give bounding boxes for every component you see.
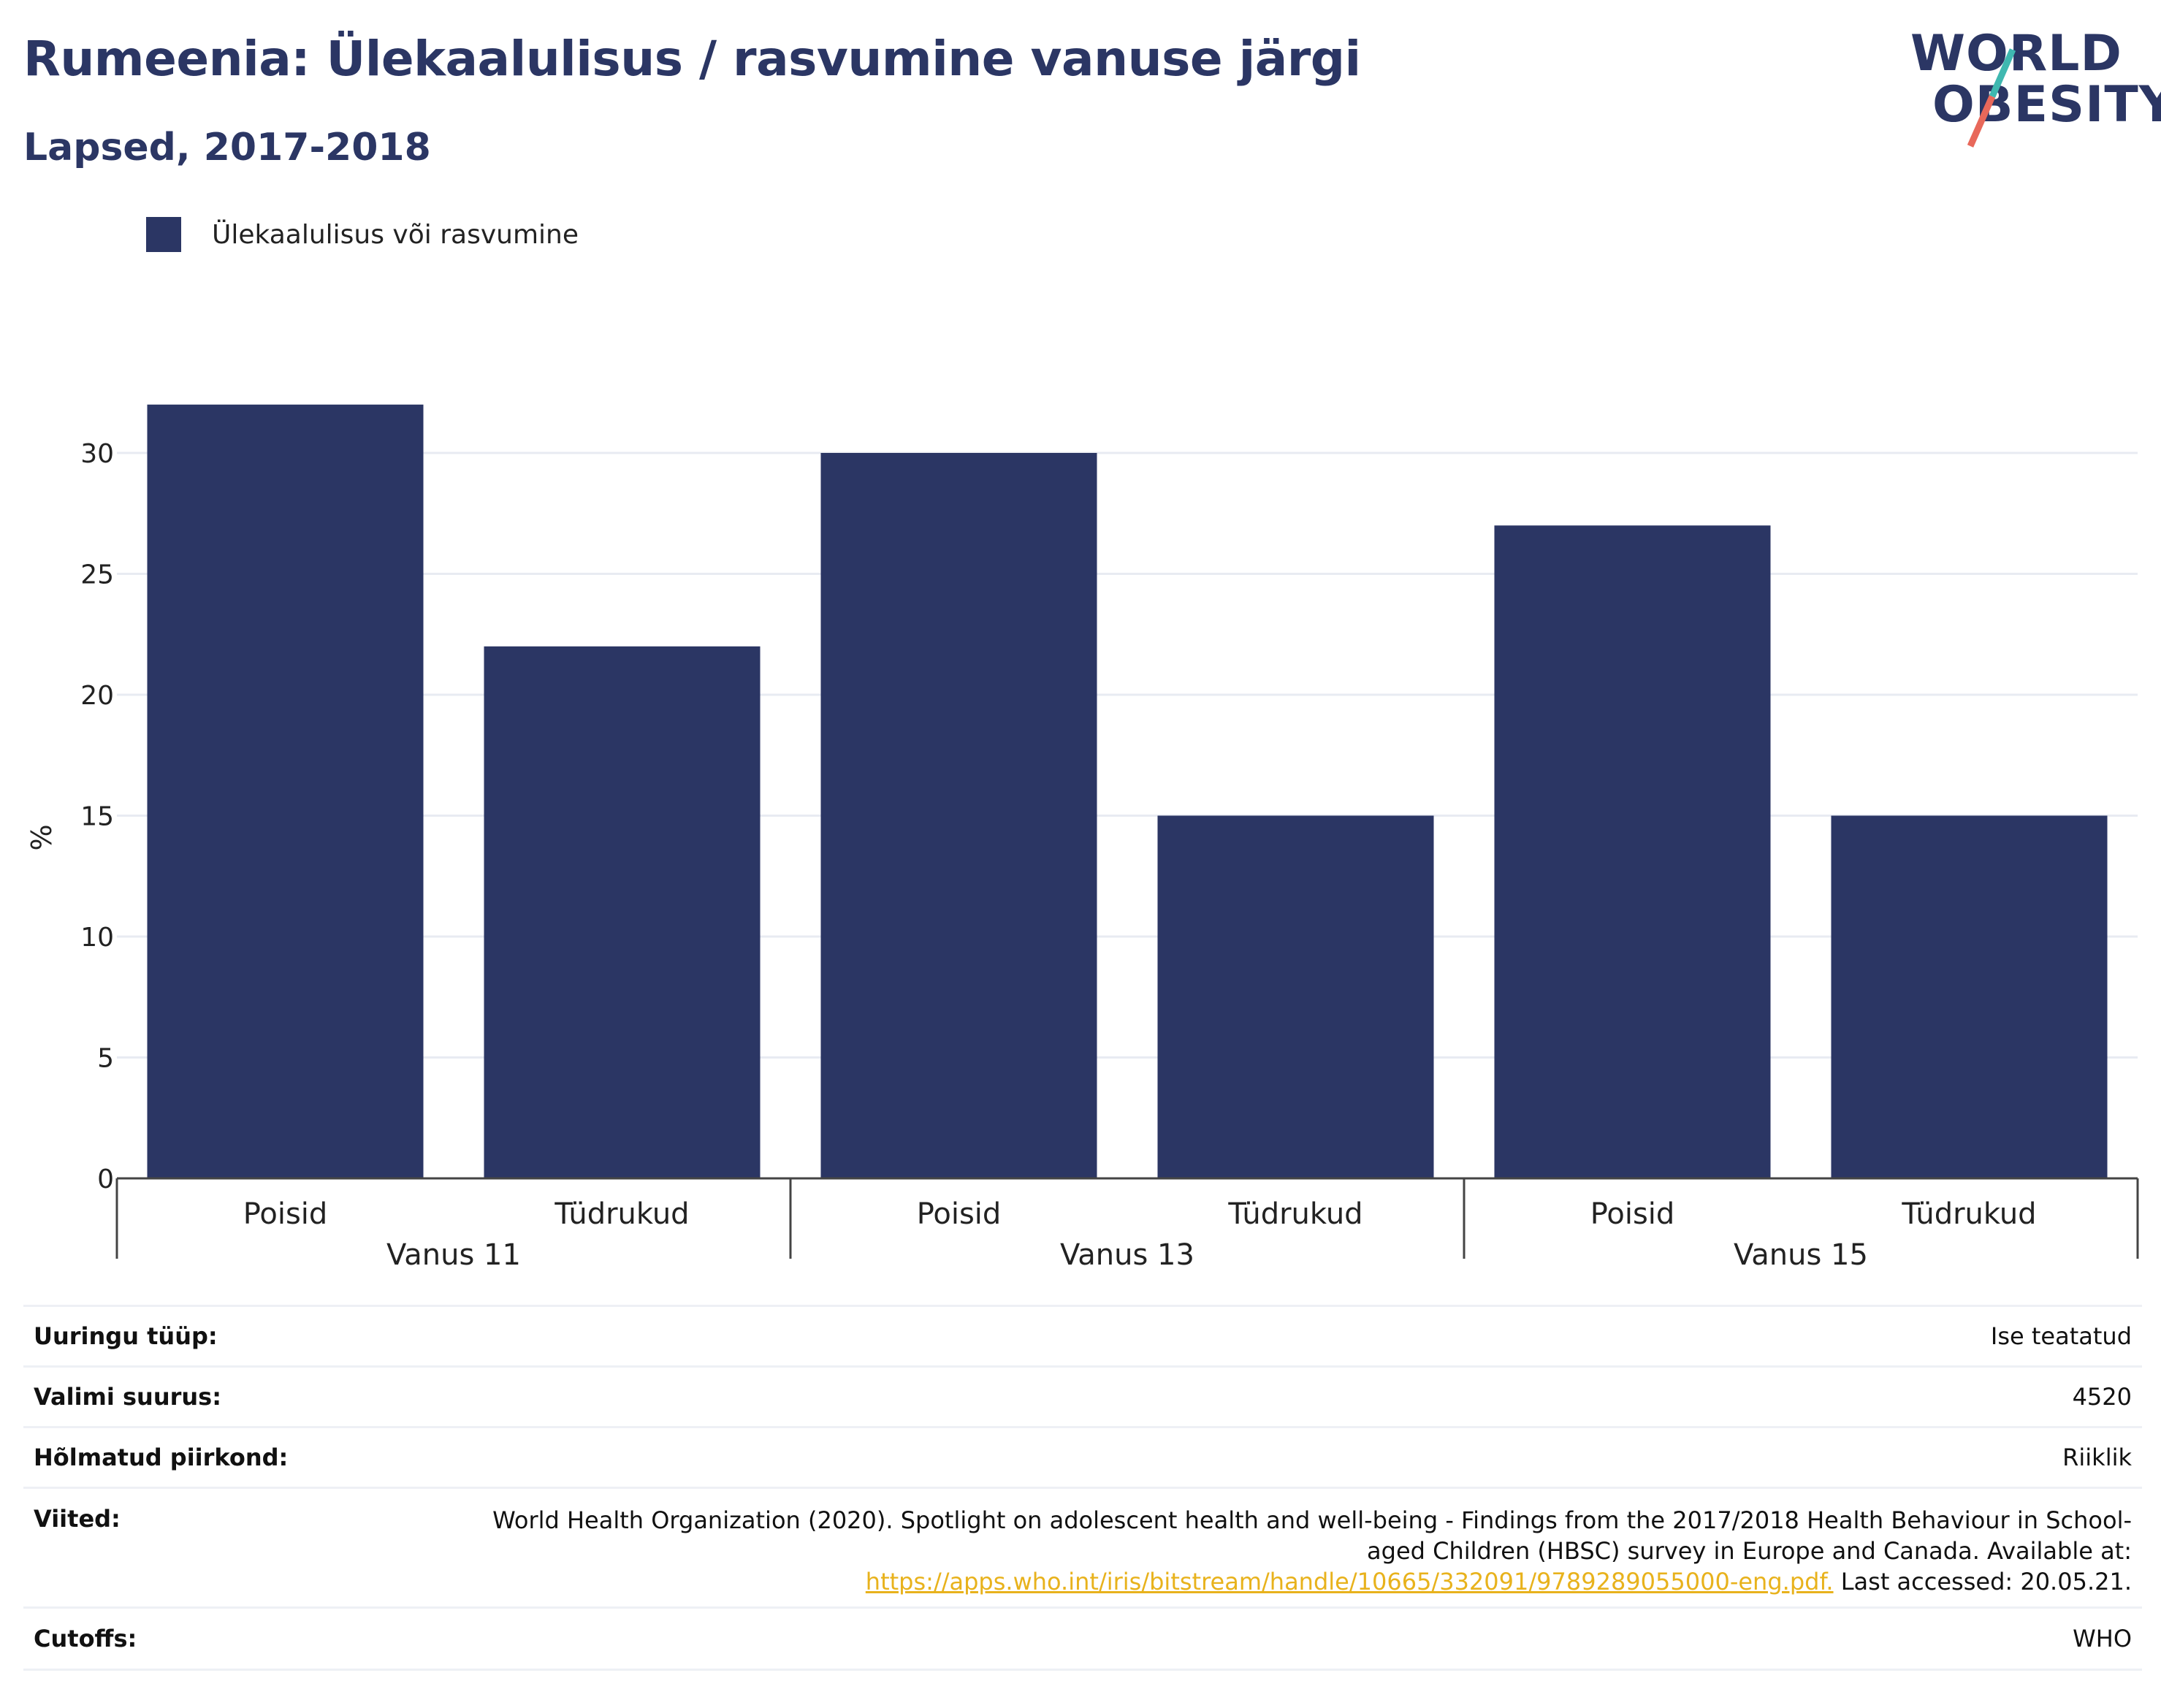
x-tick-label: Poisid <box>243 1197 328 1231</box>
x-tick-label: Poisid <box>917 1197 1002 1231</box>
group-label: Vanus 15 <box>1734 1238 1868 1271</box>
legend-swatch <box>146 217 181 252</box>
x-tick-label: Tüdrukud <box>1901 1197 2036 1231</box>
chart-legend: Ülekaalulisus või rasvumine <box>146 216 579 253</box>
info-row-cutoffs: Cutoffs: WHO <box>23 1606 2142 1671</box>
logo-line-1: WORLD <box>1910 25 2122 83</box>
chart-title: Rumeenia: Ülekaalulisus / rasvumine vanu… <box>23 31 1361 87</box>
survey-type-value: Ise teatatud <box>1990 1322 2132 1350</box>
group-label: Vanus 11 <box>386 1238 521 1271</box>
bar <box>1831 815 2108 1178</box>
logo-line-2: OBESITY <box>1932 76 2161 134</box>
bar <box>1494 525 1771 1178</box>
logo-slash-icon <box>1967 48 2016 148</box>
chart-subtitle: Lapsed, 2017-2018 <box>23 126 431 169</box>
region-value: Riiklik <box>2062 1444 2132 1471</box>
bar <box>484 646 761 1178</box>
references-accessed: Last accessed: 20.05.21. <box>1840 1568 2132 1595</box>
y-tick-label: 0 <box>97 1164 114 1194</box>
info-row-region: Hõlmatud piirkond: Riiklik <box>23 1426 2142 1487</box>
bar <box>147 404 424 1178</box>
info-row-survey-type: Uuringu tüüp: Ise teatatud <box>23 1305 2142 1365</box>
y-tick-label: 5 <box>97 1044 114 1074</box>
region-label: Hõlmatud piirkond: <box>34 1444 289 1471</box>
cutoffs-label: Cutoffs: <box>34 1625 137 1652</box>
y-tick-label: 10 <box>80 923 114 953</box>
y-axis-label: % <box>26 824 58 850</box>
info-table: Uuringu tüüp: Ise teatatud Valimi suurus… <box>23 1305 2142 1671</box>
references-text: World Health Organization (2020). Spotli… <box>492 1506 2132 1565</box>
group-label: Vanus 13 <box>1060 1238 1194 1271</box>
x-tick-label: Tüdrukud <box>554 1197 689 1231</box>
references-link[interactable]: https://apps.who.int/iris/bitstream/hand… <box>865 1568 1834 1595</box>
world-obesity-logo: WORLD OBESITY <box>1910 25 2161 153</box>
legend-label: Ülekaalulisus või rasvumine <box>212 219 579 250</box>
y-tick-label: 30 <box>80 439 114 469</box>
bar <box>1157 815 1434 1178</box>
sample-size-label: Valimi suurus: <box>34 1383 222 1411</box>
y-tick-label: 20 <box>80 681 114 711</box>
survey-type-label: Uuringu tüüp: <box>34 1322 218 1350</box>
sample-size-value: 4520 <box>2072 1383 2132 1411</box>
y-tick-label: 15 <box>80 802 114 832</box>
y-tick-label: 25 <box>80 560 114 590</box>
bar-chart: 0 5 10 15 20 25 30% Poisid Tüdrukud Poisid Tüdruku… <box>26 404 2139 1271</box>
x-tick-label: Poisid <box>1590 1197 1675 1231</box>
info-row-sample-size: Valimi suurus: 4520 <box>23 1365 2142 1426</box>
bar <box>820 453 1097 1178</box>
references-value: World Health Organization (2020). Spotli… <box>451 1505 2142 1597</box>
cutoffs-value: WHO <box>2073 1625 2132 1652</box>
x-tick-label: Tüdrukud <box>1227 1197 1362 1231</box>
references-label: Viited: <box>34 1505 121 1533</box>
info-row-references: Viited: World Health Organization (2020)… <box>23 1487 2142 1606</box>
